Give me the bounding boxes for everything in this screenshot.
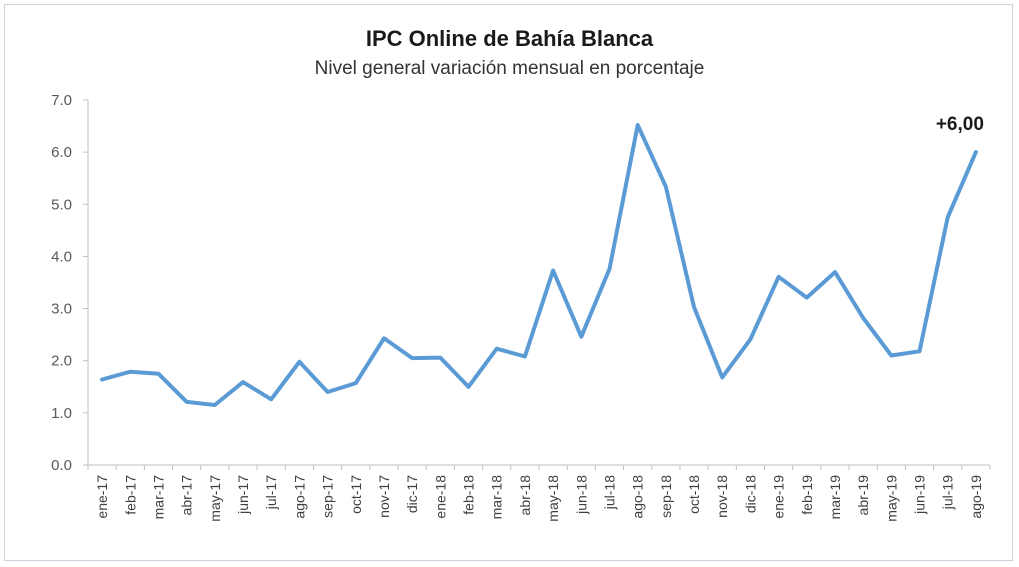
x-tick-label: abr-17 xyxy=(179,475,195,516)
x-tick-label: feb-17 xyxy=(122,475,138,515)
x-tick-label: may-17 xyxy=(207,475,223,522)
x-tick-label: oct-17 xyxy=(348,475,364,514)
y-tick-label: 2.0 xyxy=(51,353,72,370)
y-tick-label: 3.0 xyxy=(51,301,72,318)
x-tick-label: ago-17 xyxy=(291,475,307,519)
x-tick-label: sep-18 xyxy=(658,475,674,518)
x-tick-label: jun-17 xyxy=(235,475,251,515)
chart-title: IPC Online de Bahía Blanca xyxy=(365,26,654,51)
y-tick-label: 1.0 xyxy=(51,405,72,422)
x-tick-label: dic-18 xyxy=(742,475,758,513)
x-tick-label: feb-18 xyxy=(461,475,477,515)
x-tick-label: mar-17 xyxy=(150,475,166,520)
data-label: +6,00 xyxy=(936,114,984,135)
x-tick-label: jun-19 xyxy=(912,475,928,515)
x-axis: ene-17 feb-17 mar-17 abr-17 may-17 jun-17 jul-… xyxy=(87,464,991,522)
plot-area: +6,00 xyxy=(100,114,984,407)
x-tick-label: ago-18 xyxy=(630,475,646,519)
x-tick-label: ene-19 xyxy=(771,475,787,519)
x-tick-label: dic-17 xyxy=(404,475,420,513)
y-tick-label: 0.0 xyxy=(51,457,72,474)
x-tick-label: abr-18 xyxy=(517,475,533,516)
y-tick-label: 4.0 xyxy=(51,248,72,265)
x-tick-label: ago-19 xyxy=(968,475,984,519)
x-tick-label: oct-18 xyxy=(686,475,702,514)
x-tick-label: jul-19 xyxy=(940,475,956,510)
x-tick-label: ene-18 xyxy=(432,475,448,519)
x-tick-label: jul-18 xyxy=(601,475,617,510)
x-tick-label: mar-18 xyxy=(489,475,505,520)
y-tick-label: 5.0 xyxy=(51,196,72,213)
x-tick-label: jul-17 xyxy=(263,475,279,510)
x-tick-label: nov-17 xyxy=(376,475,392,518)
x-tick-label: sep-17 xyxy=(320,475,336,518)
x-tick-label: may-18 xyxy=(545,475,561,522)
x-tick-label: abr-19 xyxy=(855,475,871,516)
x-tick-label: ene-17 xyxy=(94,475,110,519)
x-tick-label: feb-19 xyxy=(799,475,815,515)
x-tick-label: mar-19 xyxy=(827,475,843,520)
chart-subtitle: Nivel general variación mensual en porce… xyxy=(314,58,705,79)
x-tick-label: may-19 xyxy=(883,475,899,522)
series-line xyxy=(100,123,978,407)
y-tick-label: 7.0 xyxy=(51,92,72,109)
y-axis: 0.0 1.0 2.0 3.0 4.0 5.0 6.0 7.0 xyxy=(51,92,89,474)
x-tick-label: jun-18 xyxy=(573,475,589,515)
y-tick-label: 6.0 xyxy=(51,144,72,161)
x-tick-label: nov-18 xyxy=(714,475,730,518)
